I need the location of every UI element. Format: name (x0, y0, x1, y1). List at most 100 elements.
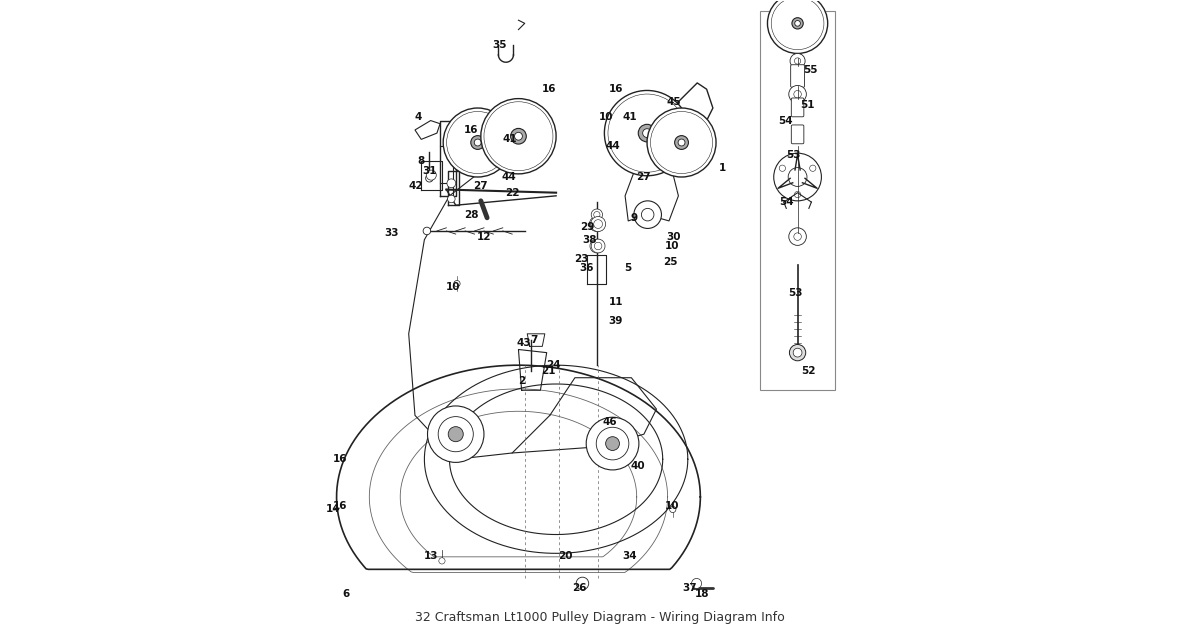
Circle shape (596, 427, 629, 460)
Circle shape (670, 507, 676, 513)
Circle shape (491, 108, 547, 164)
Circle shape (481, 99, 556, 174)
Text: 2: 2 (518, 376, 526, 386)
Circle shape (788, 228, 806, 245)
Circle shape (576, 577, 589, 590)
Circle shape (438, 416, 473, 452)
Text: 54: 54 (779, 197, 793, 207)
Text: 33: 33 (384, 229, 400, 239)
Text: 20: 20 (558, 551, 572, 561)
Text: 4: 4 (414, 112, 421, 122)
Circle shape (794, 91, 802, 98)
Text: 1: 1 (719, 163, 726, 173)
Text: 39: 39 (608, 316, 623, 326)
Text: 38: 38 (582, 235, 596, 244)
Text: 34: 34 (623, 551, 637, 561)
Circle shape (461, 125, 494, 160)
Text: 41: 41 (503, 134, 517, 144)
Circle shape (474, 139, 481, 146)
Circle shape (446, 112, 509, 173)
Circle shape (619, 105, 676, 161)
Circle shape (654, 115, 709, 170)
Circle shape (589, 217, 605, 232)
Text: 6: 6 (342, 589, 349, 599)
Text: 44: 44 (605, 140, 620, 151)
Circle shape (439, 558, 445, 564)
Circle shape (616, 101, 679, 165)
Circle shape (457, 122, 498, 163)
Circle shape (426, 170, 437, 180)
Circle shape (592, 209, 602, 220)
Text: 21: 21 (541, 367, 556, 377)
Circle shape (594, 243, 602, 249)
Text: 35: 35 (492, 40, 506, 50)
FancyBboxPatch shape (791, 125, 804, 144)
Circle shape (691, 578, 702, 588)
Circle shape (674, 135, 689, 149)
Circle shape (623, 108, 672, 158)
Circle shape (612, 98, 683, 169)
Text: 18: 18 (695, 589, 709, 599)
Circle shape (484, 101, 553, 171)
FancyBboxPatch shape (791, 98, 804, 117)
Circle shape (772, 0, 824, 50)
Circle shape (503, 120, 534, 152)
Circle shape (793, 348, 802, 357)
Circle shape (608, 94, 686, 172)
Circle shape (448, 195, 455, 203)
Circle shape (497, 114, 540, 158)
Circle shape (605, 91, 690, 176)
Text: 31: 31 (422, 166, 437, 176)
Circle shape (450, 115, 505, 170)
Text: 22: 22 (505, 188, 520, 198)
Text: 16: 16 (332, 454, 347, 464)
Circle shape (626, 112, 668, 154)
Text: 42: 42 (409, 181, 424, 192)
Circle shape (647, 108, 716, 177)
Circle shape (594, 212, 600, 218)
Text: 16: 16 (464, 125, 479, 135)
Circle shape (782, 8, 812, 38)
Circle shape (454, 118, 502, 167)
Circle shape (515, 132, 522, 140)
Text: 53: 53 (788, 288, 803, 298)
Text: 27: 27 (636, 172, 652, 182)
Text: 30: 30 (667, 232, 682, 241)
Circle shape (487, 105, 550, 168)
Text: 28: 28 (464, 210, 479, 220)
Circle shape (464, 129, 492, 156)
Circle shape (794, 58, 800, 64)
Circle shape (779, 4, 816, 42)
Text: 46: 46 (602, 416, 617, 427)
Text: 26: 26 (572, 583, 587, 593)
Circle shape (788, 86, 806, 103)
Circle shape (593, 243, 601, 249)
Circle shape (606, 437, 619, 450)
Circle shape (424, 227, 431, 235)
Circle shape (427, 406, 484, 462)
FancyBboxPatch shape (791, 65, 804, 88)
Text: 14: 14 (326, 505, 341, 515)
Circle shape (790, 345, 805, 361)
Circle shape (590, 217, 606, 232)
Circle shape (587, 417, 638, 470)
Circle shape (650, 112, 713, 173)
Text: 10: 10 (665, 241, 679, 251)
Text: 41: 41 (623, 112, 637, 122)
Text: 54: 54 (778, 115, 792, 125)
Text: 36: 36 (578, 263, 594, 273)
Circle shape (449, 427, 463, 442)
Circle shape (661, 122, 702, 163)
Text: 7: 7 (530, 335, 538, 345)
Text: 10: 10 (445, 282, 460, 292)
Circle shape (768, 0, 828, 54)
Circle shape (511, 129, 527, 144)
Circle shape (493, 111, 544, 161)
Text: 16: 16 (541, 84, 556, 94)
Circle shape (794, 21, 800, 26)
Circle shape (792, 18, 803, 29)
Text: 10: 10 (599, 112, 613, 122)
Circle shape (788, 168, 806, 186)
Circle shape (786, 12, 809, 35)
Text: 51: 51 (800, 100, 815, 110)
